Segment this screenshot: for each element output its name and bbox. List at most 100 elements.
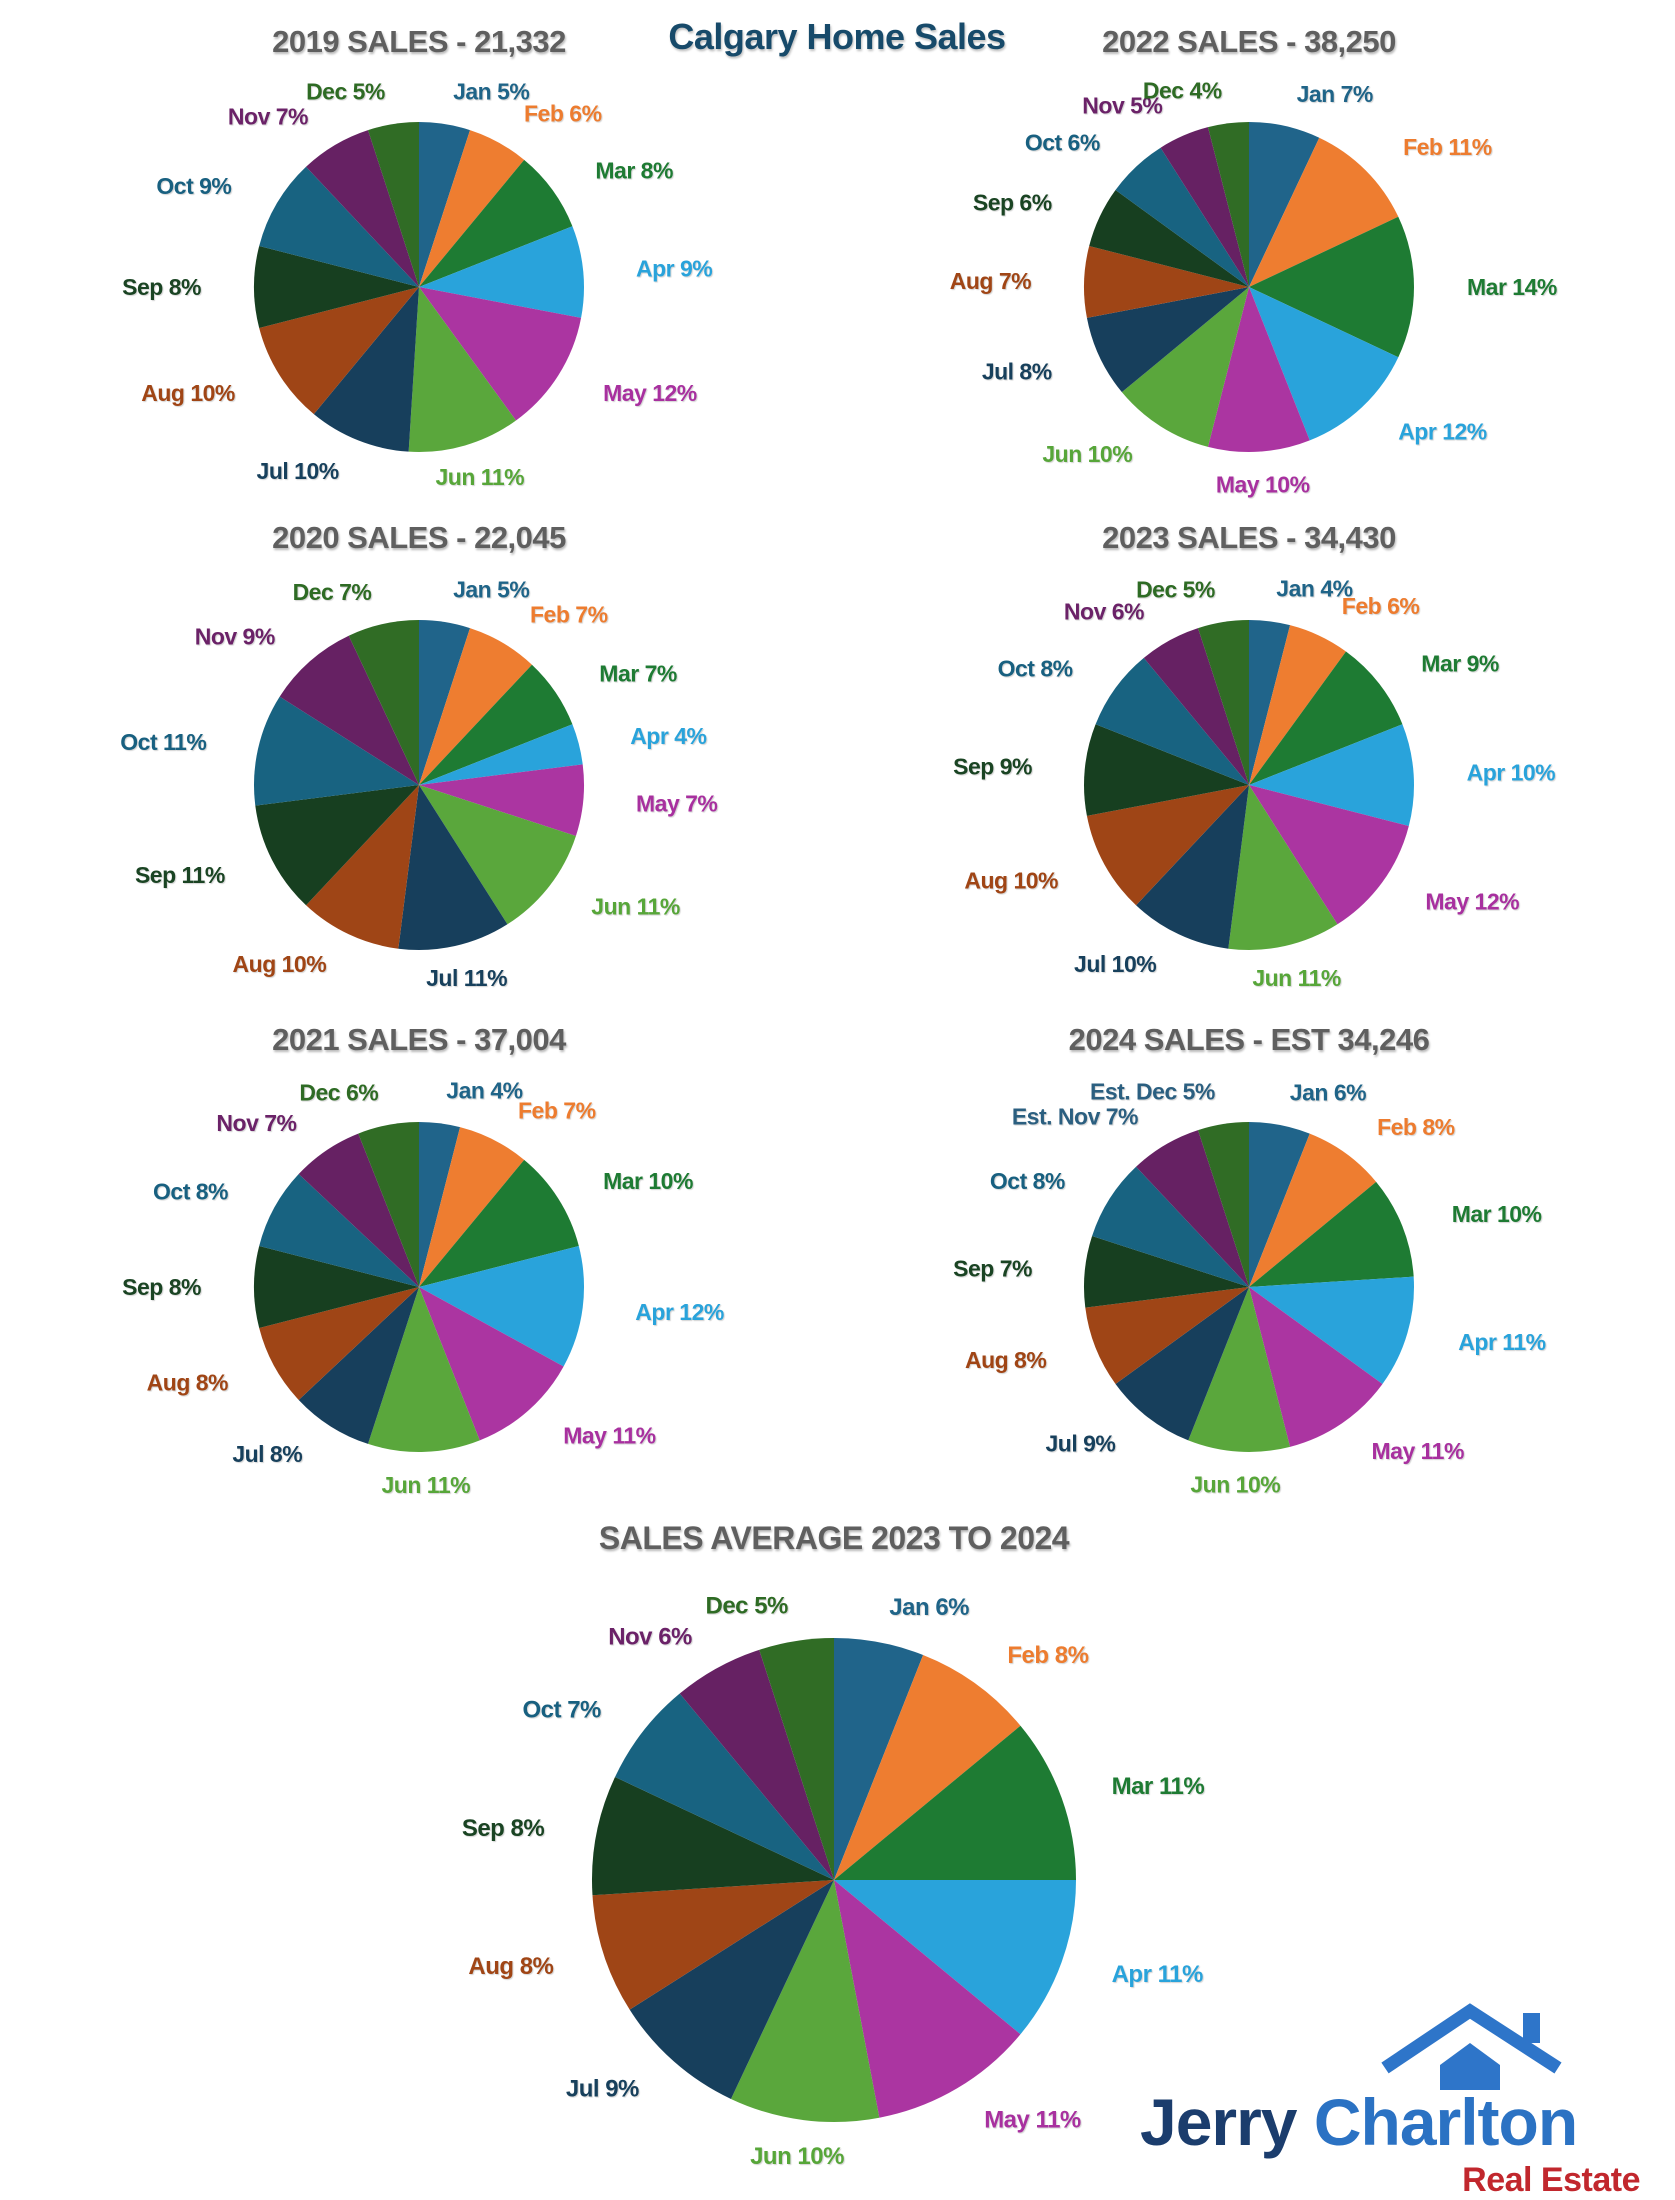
slice-jan [419, 1122, 461, 1287]
chart-title-2022: 2022 SALES - 38,250 [1102, 24, 1396, 59]
slice-dec [1198, 620, 1249, 785]
label-aug: Aug 10% [141, 380, 235, 406]
slice-jul [1086, 287, 1249, 393]
slice-aug [259, 1287, 419, 1400]
pie-average-2023-2024: Jan 6% Feb 8% Mar 11% Apr 11% May 11% Jun 10%… [462, 1592, 1205, 2170]
brand-tagline: Real Estate [1462, 2161, 1640, 2199]
brand-wordmark: Jerry Charlton [1140, 2085, 1577, 2159]
label-may: May 12% [603, 380, 697, 406]
slice-apr [1249, 1276, 1414, 1384]
slice-may [1207, 287, 1310, 453]
label-jun: Jun 10% [750, 2143, 844, 2170]
chart-title-2021: 2021 SALES - 37,004 [272, 1022, 566, 1057]
pie-2023: Jan 4%Feb 6% Mar 9% Apr 10% May 12% Jun 11% J… [953, 576, 1556, 992]
label-oct: Oct 11% [120, 729, 206, 755]
label-feb: Feb 11% [1403, 134, 1492, 160]
slice-sep [592, 1776, 834, 1896]
label-jun: Jun 11% [436, 464, 525, 490]
jerry-charlton-logo: Jerry Charlton Real Estate [1140, 2003, 1640, 2199]
slice-nov [1143, 628, 1249, 785]
label-mar: Mar 11% [1112, 1773, 1205, 1800]
slice-may [1249, 785, 1409, 925]
slice-apr [1249, 724, 1415, 827]
slice-sep [1083, 724, 1249, 816]
label-jan: Jan 4% [1276, 576, 1352, 602]
label-apr: Apr 12% [1398, 418, 1487, 444]
label-may: May 12% [1425, 888, 1519, 914]
slice-apr [419, 226, 585, 318]
label-jul: Jul 10% [257, 458, 339, 484]
slice-jun [730, 1880, 880, 2122]
label-dec: Est. Dec 5% [1090, 1078, 1215, 1104]
label-apr: Apr 11% [1458, 1329, 1545, 1355]
label-nov: Nov 9% [195, 624, 275, 650]
slice-jun [368, 1287, 480, 1452]
slice-oct [615, 1693, 834, 1880]
house-icon [1381, 2003, 1562, 2090]
label-apr: Apr 12% [635, 1299, 724, 1325]
slice-dec [368, 122, 419, 287]
slice-may [834, 1880, 1021, 2118]
slice-jan [1249, 122, 1320, 287]
chart-title-2019: 2019 SALES - 21,332 [272, 24, 566, 59]
slice-jan [1249, 620, 1291, 785]
slice-may [1249, 1287, 1383, 1447]
label-may: May 11% [984, 2106, 1081, 2133]
label-apr: Apr 10% [1467, 760, 1556, 786]
slice-nov [1136, 1130, 1249, 1287]
slice-nov [306, 130, 419, 287]
slice-may [419, 1287, 564, 1441]
slice-jul [1136, 785, 1249, 949]
slice-aug [592, 1880, 834, 2010]
slice-jun [408, 287, 516, 452]
label-nov: Nov 7% [228, 104, 308, 130]
label-jan: Jan 7% [1297, 81, 1373, 107]
slice-dec [1198, 1122, 1249, 1287]
label-mar: Mar 7% [599, 661, 677, 687]
slice-dec [348, 620, 419, 785]
slice-oct [259, 1174, 419, 1287]
pie-2021: Jan 4%Feb 7% Mar 10% Apr 12% May 11% Jun 11%… [122, 1078, 724, 1498]
chart-title-2023: 2023 SALES - 34,430 [1102, 520, 1396, 555]
slice-jul [398, 785, 508, 951]
slice-sep [1089, 190, 1249, 287]
label-apr: Apr 11% [1112, 1961, 1203, 1988]
slice-oct [253, 696, 419, 806]
label-jan: Jan 5% [453, 78, 529, 104]
label-jul: Jul 9% [1046, 1431, 1116, 1457]
slice-apr [419, 1245, 585, 1367]
chart-title-2020: 2020 SALES - 22,045 [272, 520, 566, 555]
label-feb: Feb 7% [530, 602, 608, 628]
slice-jul [298, 1287, 419, 1444]
slice-aug [1086, 785, 1249, 906]
slice-feb [419, 130, 525, 287]
slice-sep [1084, 1236, 1249, 1308]
slice-aug [306, 785, 419, 949]
label-oct: Oct 8% [153, 1179, 228, 1205]
label-jun: Jun 10% [1190, 1472, 1280, 1498]
label-nov: Nov 6% [608, 1623, 692, 1650]
chart-title-average: SALES AVERAGE 2023 TO 2024 [598, 1520, 1070, 1556]
slice-feb [419, 628, 532, 785]
label-jul: Jul 10% [1074, 951, 1156, 977]
pie-2022: Jan 7% Feb 11% Mar 14% Apr 12% May 10% Jun 10… [950, 78, 1558, 498]
label-mar: Mar 8% [595, 158, 673, 184]
brand-second: Charlton [1314, 2085, 1577, 2159]
slice-oct [1092, 1166, 1249, 1287]
pie-2020: Jan 5%Feb 7% Mar 7% Apr 4% May 7% Jun 11% Jul… [120, 576, 718, 991]
slice-feb [1249, 1133, 1377, 1287]
label-dec: Dec 5% [306, 78, 385, 104]
slice-sep [253, 1245, 419, 1329]
page-title: Calgary Home Sales [668, 16, 1006, 57]
slice-mar [834, 1725, 1076, 1880]
slice-oct [1095, 657, 1249, 785]
label-aug: Aug 8% [468, 1953, 553, 1980]
label-jul: Jul 11% [426, 965, 507, 991]
label-dec: Dec 6% [299, 1080, 378, 1106]
slice-jul [629, 1880, 834, 2099]
slice-aug [1085, 1287, 1249, 1384]
label-sep: Sep 9% [953, 753, 1032, 779]
slice-mar [419, 159, 573, 287]
label-aug: Aug 10% [964, 867, 1058, 893]
